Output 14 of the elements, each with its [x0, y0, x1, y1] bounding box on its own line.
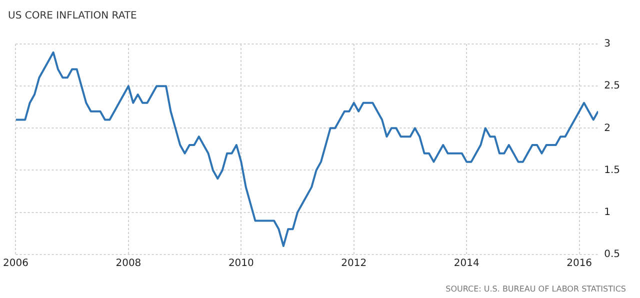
- x-tick-label: 2012: [341, 258, 367, 269]
- y-tick-label: 2.5: [604, 80, 620, 92]
- x-tick-label: 2010: [228, 258, 254, 269]
- source-note: SOURCE: U.S. BUREAU OF LABOR STATISTICS: [446, 284, 626, 294]
- x-tick-label: 2006: [3, 258, 28, 269]
- x-tick-label: 2016: [566, 258, 592, 269]
- y-tick-label: 0.5: [604, 248, 620, 260]
- y-tick-label: 3: [604, 38, 610, 50]
- y-tick-label: 1: [604, 206, 610, 218]
- y-tick-label: 2: [604, 122, 610, 134]
- x-tick-label: 2008: [116, 258, 142, 269]
- chart-title: US CORE INFLATION RATE: [8, 10, 137, 22]
- x-tick-label: 2014: [454, 258, 480, 269]
- y-tick-label: 1.5: [604, 164, 620, 176]
